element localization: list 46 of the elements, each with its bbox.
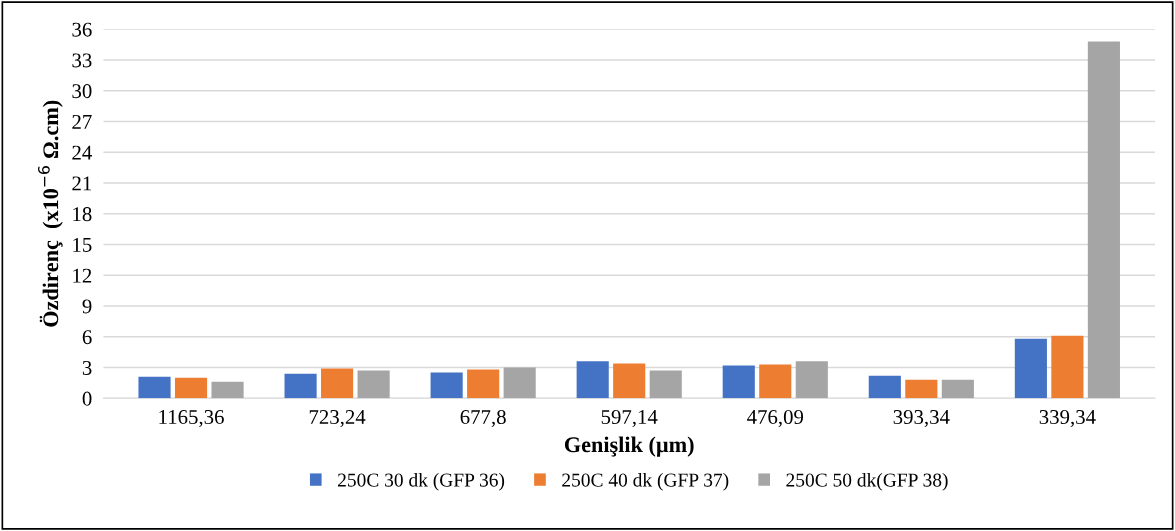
bar [321,368,354,399]
legend-label: 250C 30 dk (GFP 36) [338,472,505,491]
bar [467,369,500,399]
bar [1087,41,1120,399]
y-tick-label: 33 [72,53,92,68]
x-axis-title: Genişlik (µm) [564,436,694,457]
x-tick-label: 677,8 [460,409,506,428]
bar [138,376,171,399]
y-tick-label: 24 [72,145,92,160]
bar [613,363,646,399]
y-tick-label: 21 [72,176,92,191]
y-tick-label: 6 [82,330,92,345]
bar [759,364,792,399]
bar [649,370,682,399]
bar [430,372,463,399]
bar [211,381,244,399]
y-tick-label: 36 [72,22,92,37]
y-tick-label: 0 [82,391,92,406]
bar [1051,335,1084,399]
y-tick-label: 30 [72,84,92,99]
x-tick-label: 1165,36 [159,410,224,428]
x-tick-label: 393,34 [893,410,950,428]
bar [284,373,317,399]
y-tick-label: 9 [82,299,92,314]
y-tick-label: 15 [73,237,92,252]
y-tick-label: 3 [82,360,92,375]
bar [868,375,901,399]
y-tick-label: 18 [73,207,92,222]
y-axis-title: Özdirenç (x10$^{−6}$ Ω.cm) [38,100,63,327]
legend-label: 250C 50 dk(GFP 38) [786,472,948,491]
x-tick-label: 597,14 [601,410,658,428]
bar [357,370,390,399]
legend-label: 250C 40 dk (GFP 37) [562,472,729,491]
bar [174,377,208,399]
bar [905,379,938,399]
x-tick-label: 476,09 [747,409,804,428]
bar [576,361,609,399]
bar [722,365,755,399]
bar [1014,338,1047,399]
bar [941,379,974,399]
x-tick-label: 723,24 [309,410,366,428]
bar [795,361,828,399]
bar [503,367,536,399]
y-tick-label: 27 [72,114,92,129]
y-tick-label: 12 [73,268,92,283]
x-tick-label: 339,34 [1039,410,1096,428]
